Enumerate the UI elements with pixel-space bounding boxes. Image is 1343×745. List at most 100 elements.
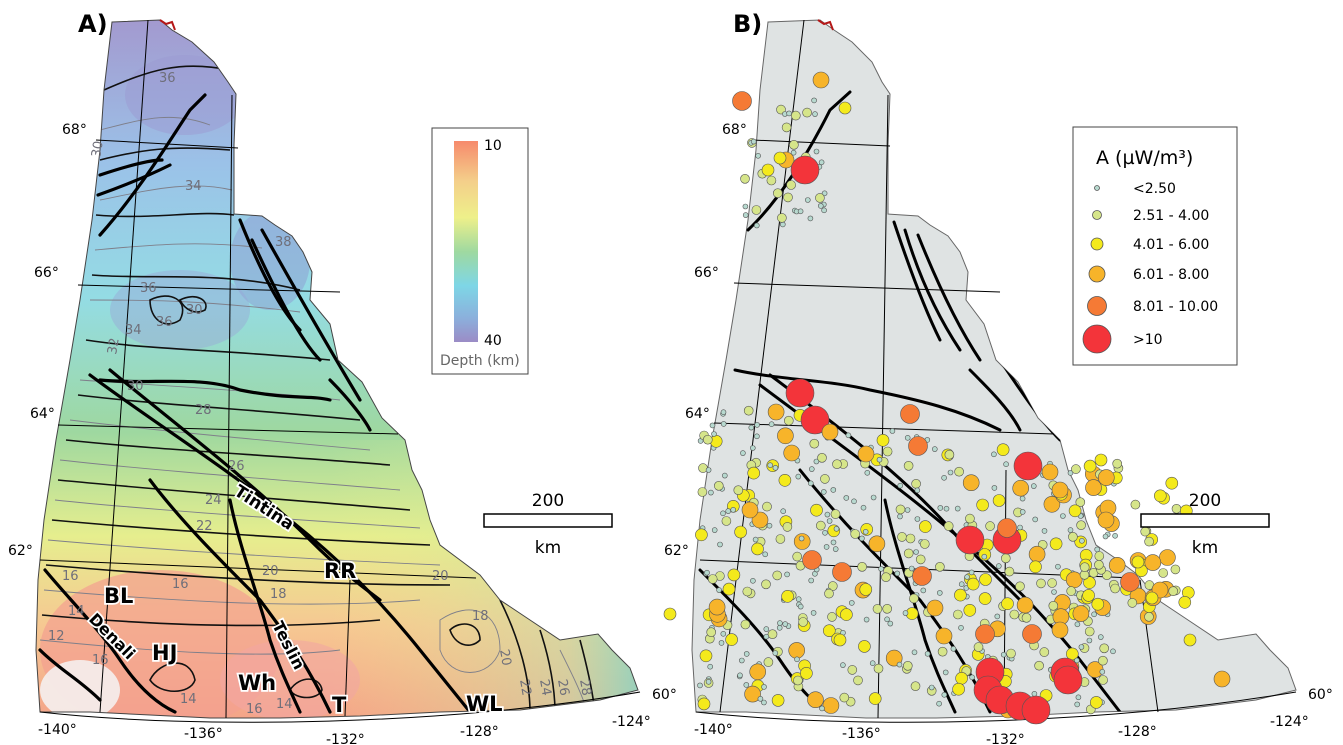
sample-point (847, 665, 858, 675)
sample-point (1144, 536, 1154, 547)
sample-point (1051, 621, 1069, 639)
sample-point (1066, 586, 1076, 596)
sample-point (943, 505, 950, 512)
sample-point (750, 577, 756, 584)
sample-point (1029, 560, 1042, 574)
sample-point (811, 97, 817, 104)
sample-point (935, 561, 945, 572)
sample-point (697, 697, 711, 711)
sample-point (1060, 513, 1066, 519)
sample-point (783, 415, 794, 426)
sample-point (1031, 690, 1038, 697)
sample-point (832, 546, 839, 552)
sample-point (862, 528, 869, 535)
sample-point (749, 445, 756, 451)
sample-point (995, 563, 1002, 569)
sample-point (1001, 597, 1014, 611)
sample-point (777, 213, 787, 223)
contour-label: 38 (275, 235, 292, 250)
sample-point (1068, 504, 1082, 518)
sample-point (663, 607, 677, 621)
sample-point (830, 509, 841, 519)
sample-point (1072, 605, 1090, 622)
sample-point (761, 163, 775, 177)
sample-point (754, 433, 760, 440)
sample-point (873, 663, 884, 674)
panel-b-map: 68° 66° 64° 62° 60° -140° -136° -132° -1… (663, 10, 1333, 745)
sample-point (707, 574, 718, 584)
sample-point (766, 175, 777, 186)
graticule-a (39, 19, 641, 723)
sample-point (882, 603, 893, 614)
lon-label-140-b: -140° (694, 722, 733, 738)
sample-point (857, 445, 875, 463)
sample-point (903, 460, 914, 471)
legend-symbol (1092, 210, 1102, 220)
scale-unit-b: km (1192, 538, 1218, 558)
sample-point (896, 661, 903, 668)
sample-point (954, 588, 967, 602)
sample-point (1019, 495, 1026, 502)
sample-point (766, 522, 773, 529)
sample-point (783, 192, 793, 203)
sample-point (1051, 589, 1057, 595)
contour-labels-a: 36 34 30 38 36 30 36 34 32 30 28 26 24 2… (48, 71, 594, 717)
sample-point (802, 550, 822, 570)
sample-point (720, 421, 727, 427)
sample-point (848, 600, 855, 606)
lat-label-62: 62° (8, 543, 33, 559)
contour-label: 20 (432, 569, 449, 584)
sample-point (786, 180, 796, 190)
legend-label: 8.01 - 10.00 (1133, 299, 1218, 315)
sample-point (838, 101, 852, 115)
sample-point (1043, 495, 1061, 513)
lat-label-66-b: 66° (694, 265, 719, 281)
sample-point (1110, 648, 1116, 655)
contour-label: 14 (180, 692, 197, 707)
sample-point (707, 663, 714, 670)
sample-point (1055, 563, 1061, 570)
sample-point (864, 469, 871, 476)
sample-point (992, 494, 1006, 507)
legend-label: <2.50 (1133, 181, 1176, 197)
sample-point (721, 472, 728, 479)
sample-point (991, 451, 997, 458)
sample-point (908, 565, 915, 572)
scale-unit-a: km (535, 538, 561, 558)
sample-point (1083, 576, 1096, 589)
sample-point (807, 480, 814, 487)
sample-point (996, 443, 1010, 457)
sample-point (812, 111, 818, 117)
sample-point (1094, 546, 1100, 553)
sample-point (1053, 665, 1083, 695)
sample-point (802, 107, 812, 118)
sample-point (937, 646, 948, 657)
sample-point (931, 446, 938, 452)
sample-point (1047, 578, 1057, 588)
sample-point (753, 222, 760, 229)
sample-point (985, 521, 995, 531)
sample-point (887, 620, 894, 627)
sample-point (1099, 643, 1109, 654)
sample-point (720, 510, 726, 517)
coast-red-b (817, 19, 834, 31)
sample-point (1178, 595, 1192, 609)
sample-point (950, 645, 957, 652)
sample-point (822, 697, 840, 714)
contour-label: 16 (62, 569, 79, 584)
sample-point (754, 422, 760, 428)
sample-point (720, 630, 727, 637)
sample-point (1074, 621, 1081, 628)
sample-point (1067, 527, 1074, 533)
sample-point (908, 436, 928, 456)
legend-symbol (1090, 237, 1104, 251)
sample-point (973, 642, 984, 652)
sample-point (810, 610, 817, 616)
sample-point (730, 506, 737, 513)
sample-point (785, 378, 815, 408)
contour-label: 28 (195, 403, 212, 418)
sample-point (695, 528, 708, 542)
sample-point (840, 662, 846, 668)
sample-point (1127, 598, 1138, 608)
contour-label: 16 (246, 702, 263, 717)
